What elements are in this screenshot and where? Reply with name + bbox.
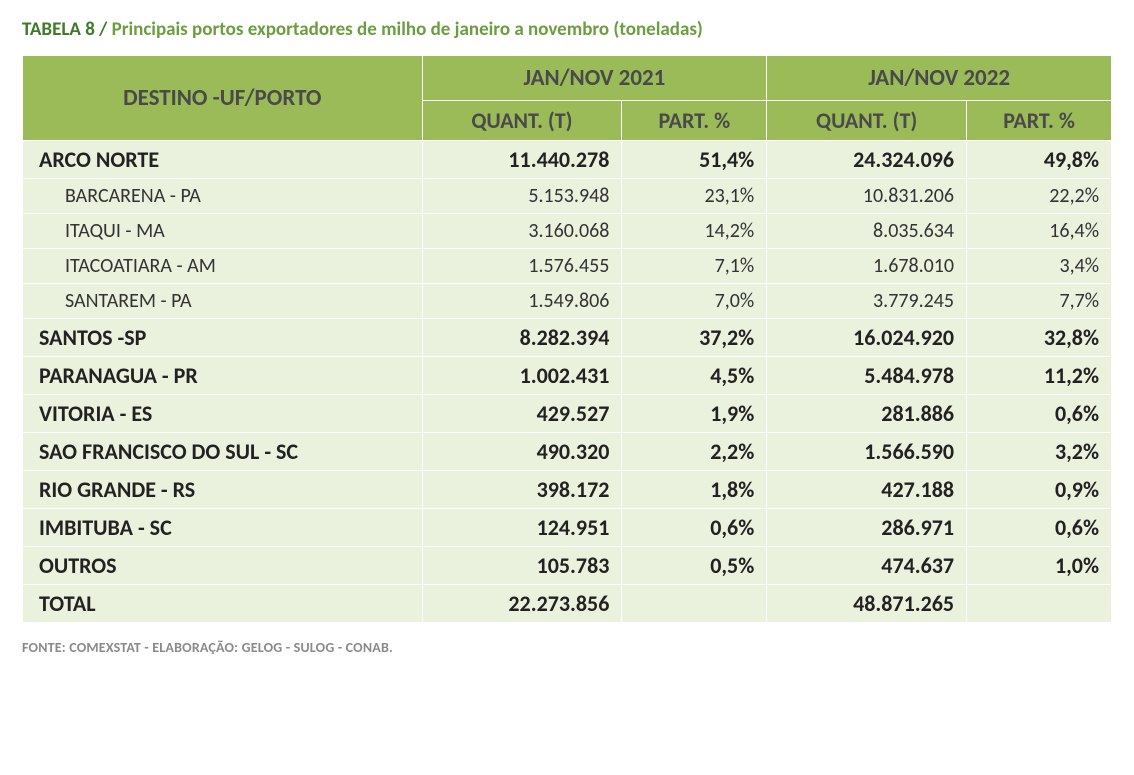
col-header-destino: DESTINO -UF/PORTO <box>23 56 423 141</box>
row-value: 51,4% <box>622 141 767 179</box>
col-header-period-2021: JAN/NOV 2021 <box>422 56 767 101</box>
table-row: PARANAGUA - PR1.002.4314,5%5.484.97811,2… <box>23 357 1112 395</box>
row-label: SANTOS -SP <box>23 319 423 357</box>
row-value: 1,0% <box>967 547 1112 585</box>
row-value: 105.783 <box>422 547 622 585</box>
table-row: BARCARENA - PA5.153.94823,1%10.831.20622… <box>23 179 1112 214</box>
row-label: RIO GRANDE - RS <box>23 471 423 509</box>
table-row: RIO GRANDE - RS398.1721,8%427.1880,9% <box>23 471 1112 509</box>
row-label: BARCARENA - PA <box>23 179 423 214</box>
col-header-part-2022: PART. % <box>967 101 1112 141</box>
row-value: 398.172 <box>422 471 622 509</box>
row-value: 8.282.394 <box>422 319 622 357</box>
row-value: 10.831.206 <box>767 179 967 214</box>
row-value: 0,6% <box>967 509 1112 547</box>
row-value: 427.188 <box>767 471 967 509</box>
row-value <box>622 585 767 623</box>
row-value: 48.871.265 <box>767 585 967 623</box>
col-header-quant-2022: QUANT. (T) <box>767 101 967 141</box>
row-value: 16,4% <box>967 214 1112 249</box>
row-label: ARCO NORTE <box>23 141 423 179</box>
table-row: SAO FRANCISCO DO SUL - SC490.3202,2%1.56… <box>23 433 1112 471</box>
row-value: 429.527 <box>422 395 622 433</box>
row-label: ITAQUI - MA <box>23 214 423 249</box>
table-row: TOTAL22.273.856 48.871.265 <box>23 585 1112 623</box>
table-row: IMBITUBA - SC124.9510,6%286.9710,6% <box>23 509 1112 547</box>
ports-table: DESTINO -UF/PORTO JAN/NOV 2021 JAN/NOV 2… <box>22 55 1112 623</box>
row-label: SANTAREM - PA <box>23 284 423 319</box>
row-value: 3,4% <box>967 249 1112 284</box>
title-main: Principais portos exportadores de milho … <box>112 18 703 41</box>
table-row: OUTROS105.7830,5%474.6371,0% <box>23 547 1112 585</box>
table-title: TABELA 8 / Principais portos exportadore… <box>22 18 1112 41</box>
row-value: 5.153.948 <box>422 179 622 214</box>
table-footnote: FONTE: COMEXSTAT - ELABORAÇÃO: GELOG - S… <box>22 639 1112 656</box>
row-value: 11.440.278 <box>422 141 622 179</box>
row-value: 37,2% <box>622 319 767 357</box>
col-header-part-2021: PART. % <box>622 101 767 141</box>
title-prefix: TABELA 8 <box>22 18 95 41</box>
row-label: OUTROS <box>23 547 423 585</box>
row-label: PARANAGUA - PR <box>23 357 423 395</box>
table-row: VITORIA - ES429.5271,9%281.8860,6% <box>23 395 1112 433</box>
row-label: TOTAL <box>23 585 423 623</box>
row-value: 16.024.920 <box>767 319 967 357</box>
row-value: 23,1% <box>622 179 767 214</box>
table-row: SANTOS -SP8.282.39437,2%16.024.92032,8% <box>23 319 1112 357</box>
row-value: 3.779.245 <box>767 284 967 319</box>
row-value: 11,2% <box>967 357 1112 395</box>
row-value: 474.637 <box>767 547 967 585</box>
row-value: 0,9% <box>967 471 1112 509</box>
row-label: VITORIA - ES <box>23 395 423 433</box>
row-value <box>967 585 1112 623</box>
row-value: 3.160.068 <box>422 214 622 249</box>
row-value: 1,8% <box>622 471 767 509</box>
row-value: 281.886 <box>767 395 967 433</box>
row-value: 1.678.010 <box>767 249 967 284</box>
row-value: 1,9% <box>622 395 767 433</box>
row-label: IMBITUBA - SC <box>23 509 423 547</box>
col-header-quant-2021: QUANT. (T) <box>422 101 622 141</box>
col-header-period-2022: JAN/NOV 2022 <box>767 56 1112 101</box>
table-row: SANTAREM - PA1.549.8067,0%3.779.2457,7% <box>23 284 1112 319</box>
row-value: 0,6% <box>967 395 1112 433</box>
row-value: 2,2% <box>622 433 767 471</box>
row-value: 490.320 <box>422 433 622 471</box>
table-body: ARCO NORTE11.440.27851,4%24.324.09649,8%… <box>23 141 1112 623</box>
row-value: 4,5% <box>622 357 767 395</box>
row-value: 32,8% <box>967 319 1112 357</box>
row-value: 22.273.856 <box>422 585 622 623</box>
row-value: 49,8% <box>967 141 1112 179</box>
row-value: 24.324.096 <box>767 141 967 179</box>
row-value: 7,1% <box>622 249 767 284</box>
row-value: 1.002.431 <box>422 357 622 395</box>
table-row: ITAQUI - MA3.160.06814,2%8.035.63416,4% <box>23 214 1112 249</box>
row-value: 1.566.590 <box>767 433 967 471</box>
row-value: 8.035.634 <box>767 214 967 249</box>
title-separator: / <box>95 18 112 41</box>
row-value: 7,7% <box>967 284 1112 319</box>
table-row: ARCO NORTE11.440.27851,4%24.324.09649,8% <box>23 141 1112 179</box>
row-value: 5.484.978 <box>767 357 967 395</box>
row-value: 22,2% <box>967 179 1112 214</box>
row-value: 0,6% <box>622 509 767 547</box>
row-value: 3,2% <box>967 433 1112 471</box>
row-value: 0,5% <box>622 547 767 585</box>
row-label: SAO FRANCISCO DO SUL - SC <box>23 433 423 471</box>
table-row: ITACOATIARA - AM1.576.4557,1%1.678.0103,… <box>23 249 1112 284</box>
row-value: 286.971 <box>767 509 967 547</box>
row-value: 1.576.455 <box>422 249 622 284</box>
row-value: 7,0% <box>622 284 767 319</box>
row-label: ITACOATIARA - AM <box>23 249 423 284</box>
row-value: 1.549.806 <box>422 284 622 319</box>
row-value: 14,2% <box>622 214 767 249</box>
row-value: 124.951 <box>422 509 622 547</box>
